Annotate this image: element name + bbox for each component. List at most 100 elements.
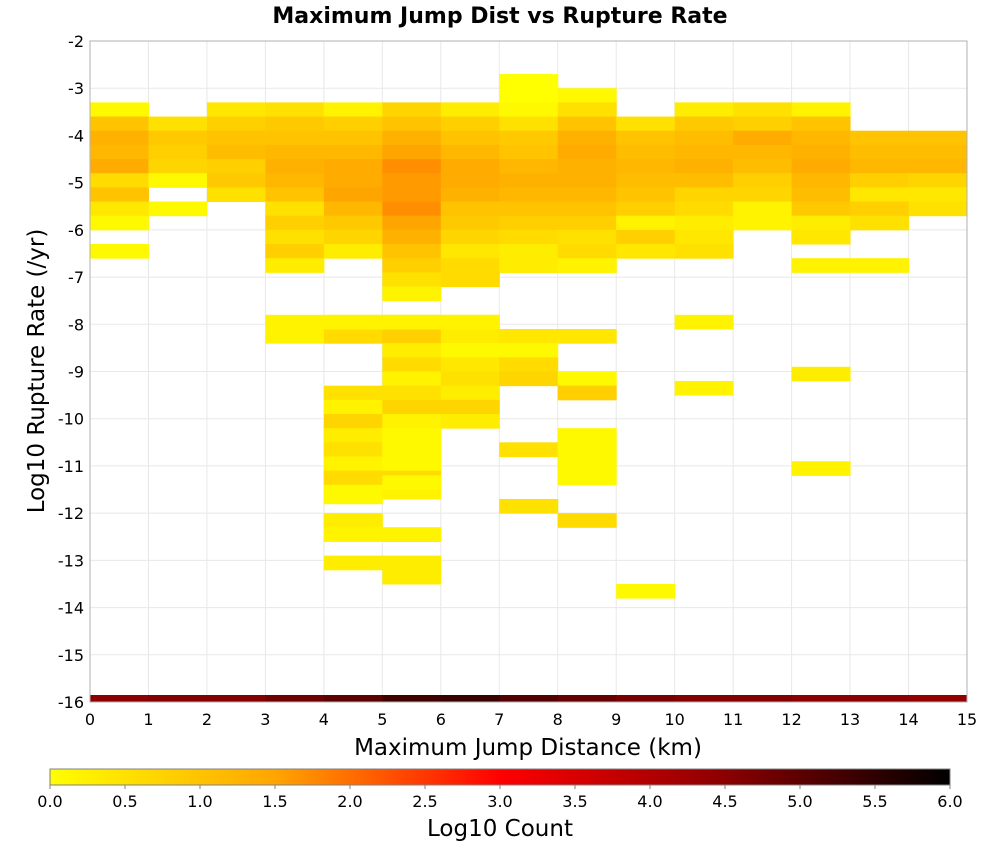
heatmap-cell [557, 442, 617, 457]
heatmap-cell [557, 130, 617, 146]
heatmap-cell [733, 159, 793, 174]
heatmap-cell [206, 102, 266, 118]
heatmap-cell [557, 173, 617, 188]
heatmap-cell [323, 489, 383, 505]
heatmap-cell [674, 116, 734, 132]
heatmap-cell [557, 244, 617, 259]
heatmap-cell [265, 258, 325, 273]
heatmap-cell [382, 173, 442, 188]
heatmap-cell [323, 513, 383, 528]
heatmap-cell [382, 371, 442, 387]
heatmap-cell [791, 173, 851, 188]
heatmap-cell [90, 130, 149, 146]
heatmap-cell [499, 187, 559, 203]
heatmap-cell [323, 329, 383, 344]
heatmap-cell [440, 159, 500, 174]
heatmap-cell [674, 201, 734, 217]
heatmap-cell [323, 399, 383, 415]
heatmap-cell [850, 695, 910, 702]
heatmap-cell [674, 314, 734, 330]
heatmap-cell [499, 215, 559, 231]
heatmap-cell [440, 201, 500, 217]
colorbar-tick-label: 4.5 [712, 792, 737, 811]
heatmap-cell [557, 470, 617, 486]
heatmap-cell [382, 102, 442, 118]
heatmap-cell [791, 215, 851, 231]
heatmap-cell [90, 102, 149, 118]
heatmap-cell [382, 569, 442, 585]
heatmap-cell [323, 144, 383, 160]
heatmap-cell [440, 258, 500, 273]
heatmap-cell [850, 173, 910, 188]
heatmap-cell [148, 173, 208, 188]
heatmap-cell [382, 413, 442, 429]
heatmap-cell [499, 74, 559, 89]
heatmap-cell [382, 159, 442, 174]
heatmap-cell [323, 215, 383, 231]
heatmap-cell [616, 229, 676, 245]
heatmap-cell [382, 244, 442, 259]
heatmap-cell [148, 130, 208, 146]
heatmap-cell [850, 144, 910, 160]
heatmap-cell [908, 173, 968, 188]
heatmap-cell [557, 456, 617, 472]
heatmap-cell [733, 173, 793, 188]
heatmap-cell [265, 314, 325, 330]
heatmap-cell [90, 173, 149, 188]
heatmap-cell [440, 399, 500, 415]
heatmap-cell [557, 201, 617, 217]
colorbar-tick-label: 0.0 [37, 792, 62, 811]
heatmap-cell [382, 272, 442, 288]
heatmap-cell [674, 215, 734, 231]
heatmap-cell [850, 159, 910, 174]
heatmap-cell [323, 314, 383, 330]
heatmap-cell [265, 116, 325, 132]
heatmap-cell [616, 583, 676, 599]
heatmap-cell [791, 229, 851, 245]
heatmap-cell [733, 116, 793, 132]
y-tick-label: -2 [68, 32, 84, 51]
heatmap-cell [323, 187, 383, 203]
heatmap-cell [440, 130, 500, 146]
heatmap-cell [382, 229, 442, 245]
heatmap-cell [499, 130, 559, 146]
x-tick-label: 1 [143, 710, 153, 729]
heatmap-cell [323, 695, 383, 702]
x-tick-label: 15 [957, 710, 977, 729]
x-tick-label: 3 [260, 710, 270, 729]
x-tick-label: 11 [723, 710, 743, 729]
heatmap-cell [908, 159, 968, 174]
heatmap-cell [557, 144, 617, 160]
heatmap-cell [616, 144, 676, 160]
x-tick-label: 10 [664, 710, 684, 729]
heatmap-cell [323, 130, 383, 146]
heatmap-cell [557, 215, 617, 231]
heatmap-cell [382, 329, 442, 344]
heatmap-cell [908, 187, 968, 203]
heatmap-cell [557, 695, 617, 702]
heatmap-cell [557, 159, 617, 174]
heatmap-cell [674, 187, 734, 203]
heatmap-cell [499, 442, 559, 457]
heatmap-cell [557, 88, 617, 103]
colorbar-tick-label: 2.0 [337, 792, 362, 811]
heatmap-cell [265, 201, 325, 217]
heatmap-cell [674, 244, 734, 259]
heatmap-cell [206, 116, 266, 132]
heatmap-cell [557, 428, 617, 443]
heatmap-cell [499, 371, 559, 387]
heatmap-cell [148, 159, 208, 174]
heatmap-cell [382, 357, 442, 372]
heatmap-cell [557, 513, 617, 528]
heatmap-cell [499, 88, 559, 103]
heatmap-cell [148, 144, 208, 160]
heatmap-cell [674, 159, 734, 174]
x-tick-label: 2 [202, 710, 212, 729]
heatmap-cell [791, 116, 851, 132]
y-tick-label: -13 [58, 551, 84, 570]
heatmap-cell [499, 159, 559, 174]
heatmap-cell [382, 215, 442, 231]
y-tick-label: -5 [68, 174, 84, 193]
heatmap-cell [616, 159, 676, 174]
colorbar-tick-label: 3.5 [562, 792, 587, 811]
